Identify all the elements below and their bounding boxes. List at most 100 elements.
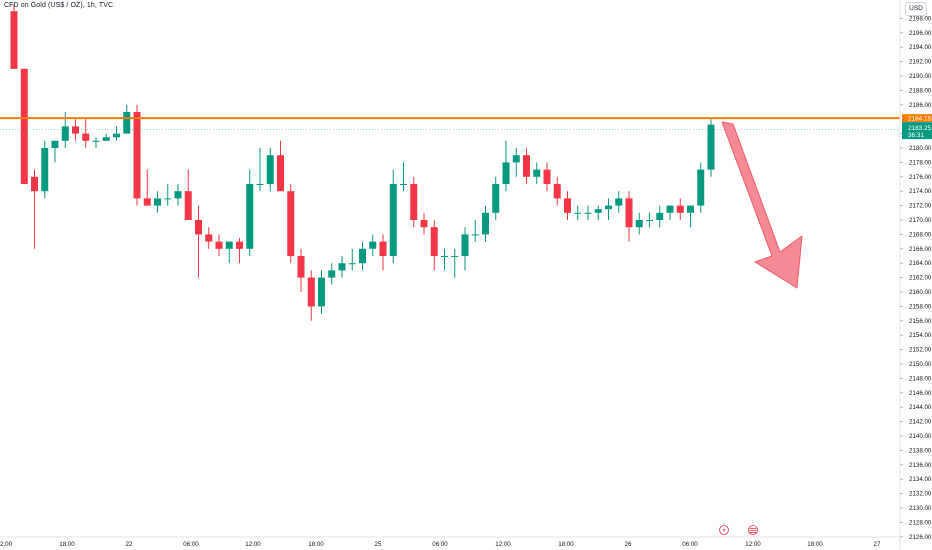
price-tick-label: 2194.00 xyxy=(909,44,932,51)
candle-up xyxy=(512,148,520,177)
candle-down xyxy=(277,140,284,192)
time-tick-label: 06:00 xyxy=(183,541,199,548)
resistance-line xyxy=(0,117,900,130)
candle-down xyxy=(564,191,571,220)
candle-body xyxy=(533,169,541,177)
candle-body xyxy=(72,126,79,134)
candle-body xyxy=(646,220,653,221)
price-tick-label: 2192.00 xyxy=(909,59,932,66)
currency-button[interactable]: USD xyxy=(905,2,927,16)
candle-down xyxy=(379,234,387,271)
candle-body xyxy=(420,220,428,228)
candle-up xyxy=(256,148,264,192)
candle-body xyxy=(564,198,571,213)
candle-body xyxy=(348,263,356,265)
candle-down xyxy=(553,176,561,206)
candle-body xyxy=(236,241,243,249)
candle-up xyxy=(594,205,602,220)
price-tick-label: 2162.00 xyxy=(909,275,932,282)
price-tick-label: 2142.00 xyxy=(909,419,932,426)
price-tick-label: 2140.00 xyxy=(909,433,932,440)
candle-body xyxy=(307,277,315,307)
candle-body xyxy=(287,191,295,256)
time-tick-label: 12:00 xyxy=(745,541,761,548)
candle-down xyxy=(195,205,202,278)
symbol-title[interactable]: CFD on Gold (US$ / OZ), 1h, TVC xyxy=(4,2,114,9)
candle-body xyxy=(492,184,500,213)
time-tick-label: 26 xyxy=(625,541,632,548)
lightning-event-icon[interactable] xyxy=(719,525,729,535)
candle-down xyxy=(20,68,28,184)
candle-body xyxy=(584,212,592,214)
candle-body xyxy=(31,176,38,192)
price-tick-label: 2170.00 xyxy=(909,217,932,224)
price-tick-label: 2128.00 xyxy=(909,519,932,526)
candle-up xyxy=(615,191,623,213)
candle-body xyxy=(51,140,59,148)
candle-body xyxy=(205,234,213,242)
candle-body xyxy=(266,155,274,184)
candle-down xyxy=(676,198,684,220)
candle-body xyxy=(676,205,684,213)
candle-up xyxy=(400,162,407,192)
candle-up xyxy=(359,241,366,271)
resistance-price-tag xyxy=(902,114,932,123)
candle-body xyxy=(318,277,325,307)
countdown-text: 36:31 xyxy=(908,132,924,139)
candle-body xyxy=(605,205,612,210)
candle-down xyxy=(143,169,151,206)
bearish-arrow-shape[interactable] xyxy=(721,121,803,289)
candle-up xyxy=(51,140,59,163)
candle-body xyxy=(41,148,49,192)
candle-body xyxy=(666,205,674,213)
candle-up xyxy=(154,191,161,213)
price-tick-label: 2126.00 xyxy=(909,534,932,541)
price-tick-label: 2154.00 xyxy=(909,332,932,339)
time-tick-label: 2:00 xyxy=(0,541,13,548)
candle-up xyxy=(174,184,182,206)
candle-body xyxy=(20,68,28,184)
candle-body xyxy=(102,137,110,141)
time-tick-label: 18:00 xyxy=(308,541,324,548)
price-axis[interactable]: 2198.00 2196.00 2194.00 2192.00 2190.00 2188.… xyxy=(899,0,932,550)
candle-body xyxy=(133,112,141,199)
us-flag-icon[interactable] xyxy=(748,525,758,535)
time-tick-label: 18:00 xyxy=(558,541,574,548)
candle-up xyxy=(92,137,100,148)
candle-body xyxy=(113,133,120,138)
candle-down xyxy=(420,212,428,235)
candle-body xyxy=(246,184,254,249)
candle-body xyxy=(338,263,346,271)
candle-body xyxy=(256,184,264,185)
candle-down xyxy=(205,227,213,249)
candle-body xyxy=(451,256,459,257)
time-tick-label: 06:00 xyxy=(682,541,698,548)
candle-body xyxy=(656,212,664,220)
price-tick-label: 2134.00 xyxy=(909,476,932,483)
candle-down xyxy=(133,104,141,206)
candle-body xyxy=(389,184,397,256)
candle-body xyxy=(635,220,643,228)
time-tick-label: 27 xyxy=(874,541,881,548)
price-tick-label: 2156.00 xyxy=(909,318,932,325)
candle-up xyxy=(492,176,500,220)
candle-down xyxy=(625,191,633,242)
candle-up xyxy=(328,263,336,285)
candle-body xyxy=(154,198,161,206)
time-axis[interactable]: 2:00 18:00 22 06:00 12:00 18:00 25 06:00 12:00 18… xyxy=(0,536,900,548)
time-tick-label: 22 xyxy=(126,541,133,548)
candle-body xyxy=(697,169,705,206)
candle-up xyxy=(635,212,643,235)
candle-down xyxy=(430,220,438,271)
candle-down xyxy=(287,184,295,264)
candle-body xyxy=(410,184,418,220)
candle-body xyxy=(430,227,438,256)
price-tick-label: 2168.00 xyxy=(909,231,932,238)
price-tick-label: 2148.00 xyxy=(909,375,932,382)
candle-down xyxy=(10,4,18,69)
price-tick-label: 2136.00 xyxy=(909,462,932,469)
time-tick-label: 25 xyxy=(375,541,382,548)
candle-body xyxy=(379,241,387,256)
